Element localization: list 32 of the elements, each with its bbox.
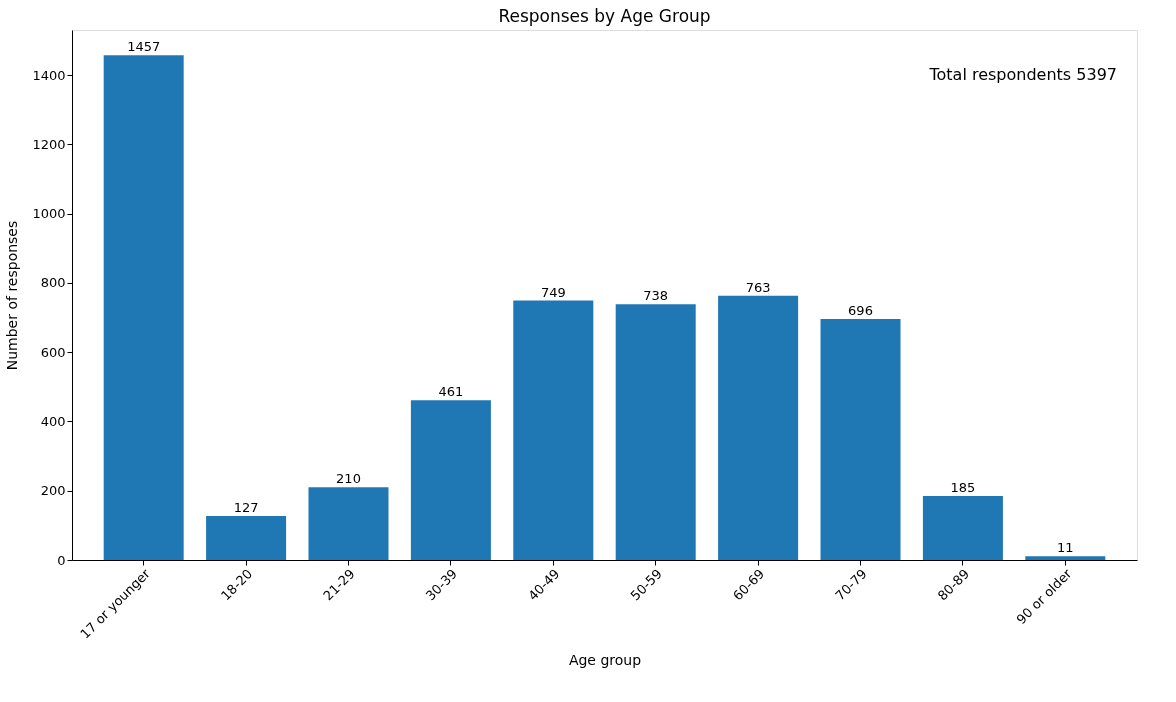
bar [1025, 556, 1106, 560]
data-label: 185 [950, 479, 976, 495]
bar [615, 304, 696, 560]
bar [513, 300, 594, 560]
y-axis-title: Number of responses [4, 220, 21, 371]
data-label: 749 [540, 284, 566, 300]
y-tick-label: 0 [57, 552, 66, 568]
bar [922, 495, 1003, 560]
y-tick-label: 600 [40, 344, 66, 360]
data-label: 696 [848, 302, 873, 318]
bar [103, 55, 184, 560]
y-tick-label: 1200 [32, 136, 66, 152]
data-label: 1457 [127, 39, 161, 55]
data-label: 461 [438, 384, 464, 400]
data-label: 127 [233, 500, 259, 516]
bar [410, 400, 491, 560]
annotation: Total respondents 5397 [928, 65, 1117, 84]
bar [206, 516, 287, 560]
y-tick-label: 1000 [32, 206, 66, 222]
bar [718, 295, 799, 560]
chart-title: Responses by Age Group [498, 6, 711, 26]
data-label: 738 [643, 288, 669, 304]
y-tick-label: 1400 [32, 67, 66, 83]
y-tick-label: 800 [40, 275, 66, 291]
y-tick-label: 400 [40, 413, 66, 429]
data-label: 210 [336, 471, 361, 487]
y-tick-label: 200 [40, 483, 66, 499]
bar [820, 318, 901, 560]
bar [308, 487, 389, 560]
data-label: 11 [1057, 540, 1074, 556]
data-label: 763 [745, 279, 771, 295]
x-axis-title: Age group [568, 651, 642, 668]
